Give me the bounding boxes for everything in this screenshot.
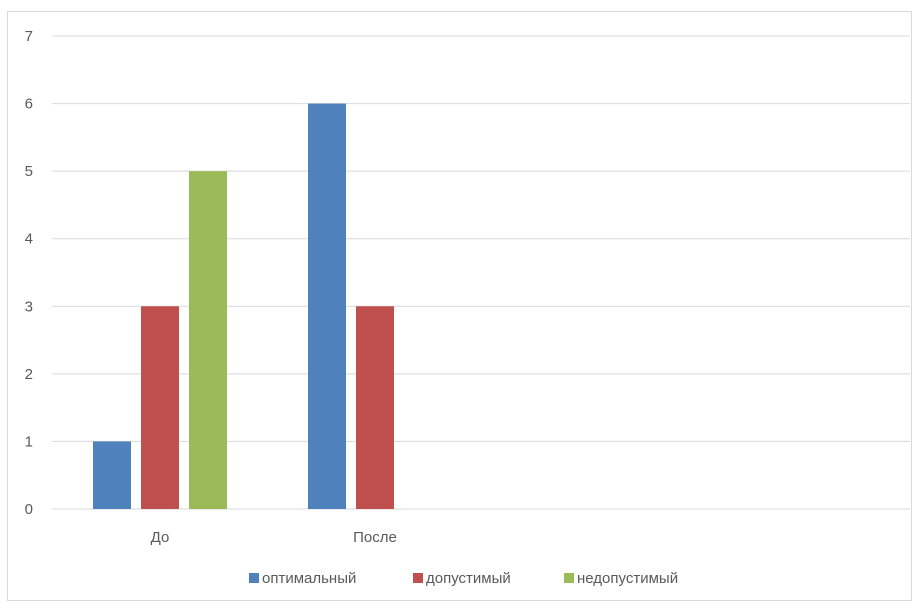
- legend-swatch: [564, 573, 574, 583]
- legend: оптимальный допустимый недопустимый: [249, 570, 678, 587]
- legend-label: допустимый: [426, 570, 511, 587]
- legend-swatch: [413, 573, 423, 583]
- y-axis-tick-labels: 0 1 2 3 4 5 6 7: [25, 28, 33, 518]
- legend-swatch: [249, 573, 259, 583]
- bar-оптимальный-До: [93, 441, 131, 509]
- y-tick-label: 0: [25, 501, 33, 518]
- x-axis-category-labels: До После: [151, 529, 397, 546]
- x-category-label: До: [151, 529, 170, 546]
- y-tick-label: 6: [25, 96, 33, 113]
- y-tick-label: 7: [25, 28, 33, 45]
- y-tick-label: 4: [25, 231, 33, 248]
- bar-допустимый-До: [141, 306, 179, 509]
- y-tick-label: 1: [25, 433, 33, 450]
- bar-недопустимый-До: [189, 171, 227, 509]
- y-tick-label: 5: [25, 163, 33, 180]
- x-category-label: После: [353, 529, 397, 546]
- y-tick-label: 2: [25, 366, 33, 383]
- legend-label: оптимальный: [262, 570, 356, 587]
- bars: [93, 103, 394, 510]
- gridlines: [52, 35, 910, 510]
- bar-оптимальный-После: [308, 103, 346, 510]
- bar-допустимый-После: [356, 306, 394, 509]
- legend-label: недопустимый: [577, 570, 678, 587]
- y-tick-label: 3: [25, 298, 33, 315]
